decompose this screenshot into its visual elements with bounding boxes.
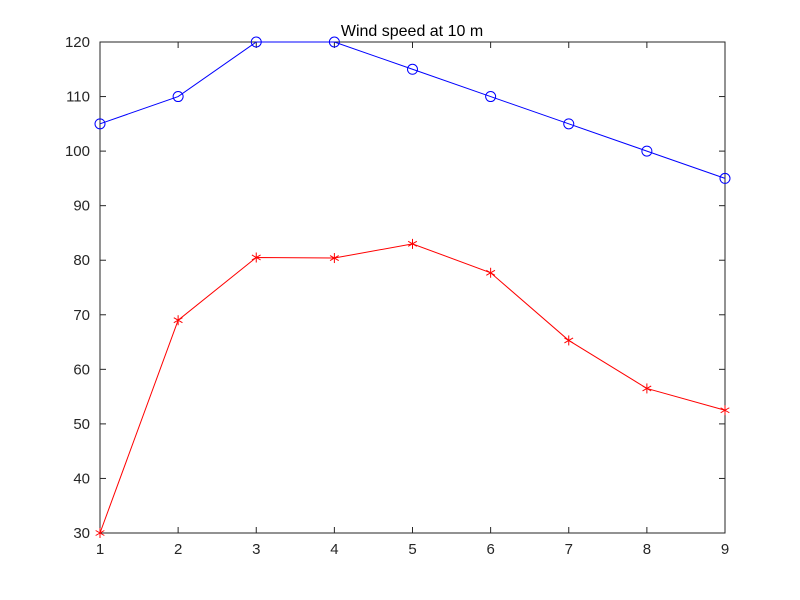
series-markers-wind-speed-upper	[94, 36, 731, 184]
x-tick-label: 2	[174, 541, 182, 558]
circle-marker-icon	[328, 36, 340, 48]
y-tick-label: 40	[73, 470, 90, 487]
x-tick-label: 9	[721, 541, 729, 558]
asterisk-marker-icon	[720, 405, 730, 416]
x-tick-label: 1	[96, 541, 104, 558]
x-tick-label: 6	[486, 541, 494, 558]
asterisk-marker-icon	[407, 238, 418, 249]
y-tick-label: 90	[73, 198, 90, 215]
asterisk-marker-icon	[642, 383, 652, 394]
axes-box	[99, 41, 726, 534]
chart-title: Wind speed at 10 m	[341, 23, 483, 40]
y-tick-label: 50	[73, 416, 90, 433]
x-tick-label: 8	[643, 541, 651, 558]
asterisk-marker-icon	[564, 335, 574, 346]
y-tick-label: 120	[65, 34, 90, 51]
y-tick-label: 60	[73, 361, 90, 378]
circle-marker-icon	[407, 63, 418, 75]
y-tick-label: 100	[65, 143, 90, 160]
y-tick-label: 80	[73, 252, 90, 269]
asterisk-marker-icon	[173, 315, 183, 326]
x-tick-label: 7	[565, 541, 573, 558]
y-tick-label: 110	[66, 89, 90, 106]
circle-marker-icon	[172, 91, 184, 103]
asterisk-marker-icon	[95, 528, 105, 538]
asterisk-marker-icon	[486, 267, 496, 278]
asterisk-marker-icon	[329, 253, 339, 264]
x-tick-label: 5	[408, 541, 416, 558]
x-tick-label: 3	[252, 541, 260, 558]
circle-marker-icon	[719, 172, 731, 184]
circle-marker-icon	[641, 145, 653, 157]
series-line-wind-speed-upper	[99, 41, 726, 179]
y-tick-label: 30	[73, 525, 90, 542]
axes: 1 2 3 4 5 6 7 8 9 30 40 50 60 70 80 90 100 110 120	[65, 34, 729, 558]
circle-marker-icon	[563, 118, 575, 130]
circle-marker-icon	[250, 36, 262, 48]
series-markers-wind-speed-lower	[95, 238, 730, 538]
y-tick-label: 70	[73, 307, 90, 324]
asterisk-marker-icon	[251, 252, 261, 263]
x-tick-label: 4	[330, 541, 338, 558]
series-group	[94, 36, 731, 538]
circle-marker-icon	[485, 91, 497, 103]
circle-marker-icon	[94, 118, 106, 130]
